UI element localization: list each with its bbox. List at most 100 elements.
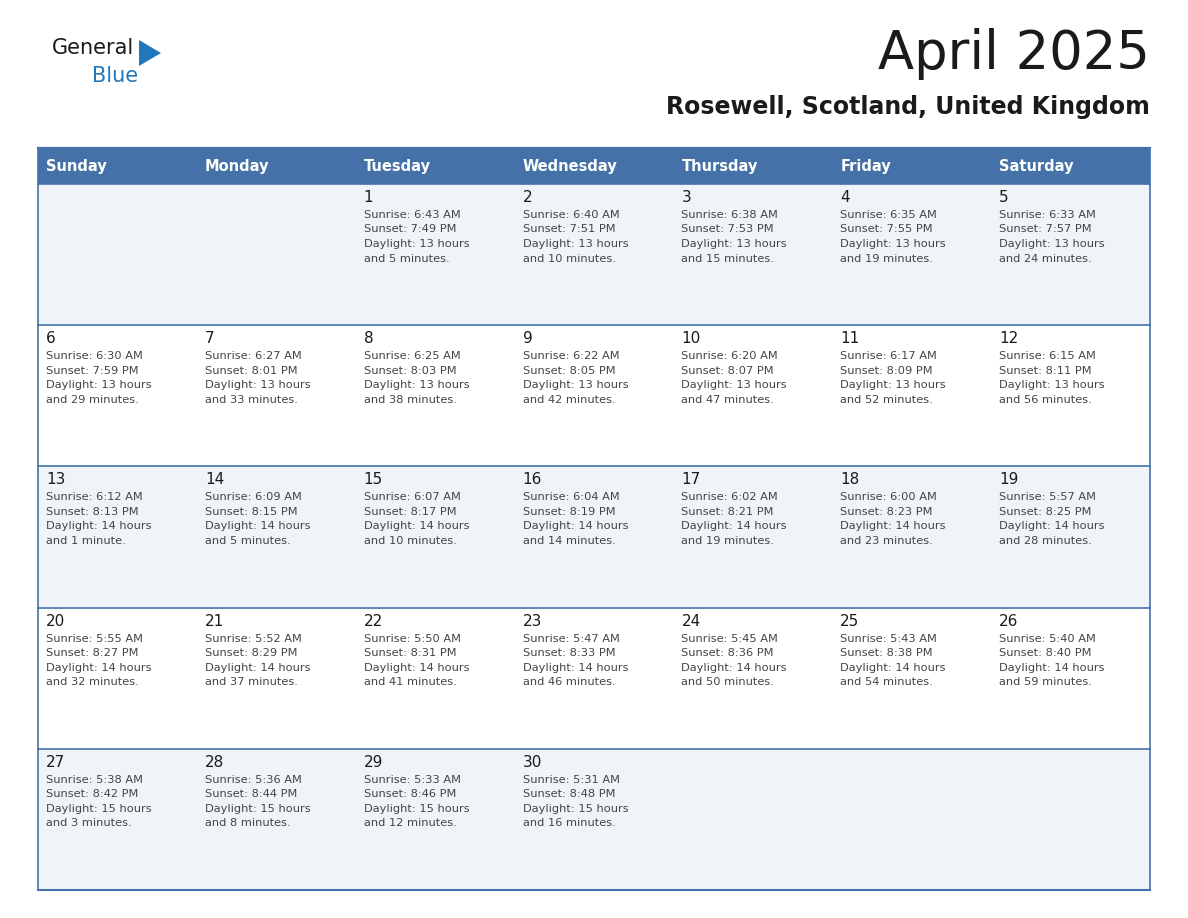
Text: Sunset: 8:42 PM: Sunset: 8:42 PM xyxy=(46,789,138,800)
Text: 13: 13 xyxy=(46,473,65,487)
Text: 25: 25 xyxy=(840,613,860,629)
Text: Tuesday: Tuesday xyxy=(364,159,431,174)
Text: and 37 minutes.: and 37 minutes. xyxy=(204,677,298,687)
Bar xyxy=(38,148,197,184)
Text: Sunset: 8:21 PM: Sunset: 8:21 PM xyxy=(682,507,773,517)
Text: 28: 28 xyxy=(204,755,225,770)
Text: Sunset: 8:09 PM: Sunset: 8:09 PM xyxy=(840,365,933,375)
Text: and 38 minutes.: and 38 minutes. xyxy=(364,395,456,405)
Text: Sunset: 7:55 PM: Sunset: 7:55 PM xyxy=(840,225,933,234)
Text: 27: 27 xyxy=(46,755,65,770)
Text: Sunrise: 5:40 AM: Sunrise: 5:40 AM xyxy=(999,633,1097,644)
Text: Sunset: 8:44 PM: Sunset: 8:44 PM xyxy=(204,789,297,800)
Text: Sunrise: 6:38 AM: Sunrise: 6:38 AM xyxy=(682,210,778,220)
Text: Sunrise: 6:02 AM: Sunrise: 6:02 AM xyxy=(682,492,778,502)
Bar xyxy=(514,148,674,184)
Text: Daylight: 14 hours: Daylight: 14 hours xyxy=(364,663,469,673)
Text: Sunset: 7:49 PM: Sunset: 7:49 PM xyxy=(364,225,456,234)
Text: Sunset: 8:40 PM: Sunset: 8:40 PM xyxy=(999,648,1092,658)
Text: Daylight: 13 hours: Daylight: 13 hours xyxy=(46,380,152,390)
Text: and 42 minutes.: and 42 minutes. xyxy=(523,395,615,405)
Text: Sunrise: 6:22 AM: Sunrise: 6:22 AM xyxy=(523,352,619,361)
Bar xyxy=(38,608,1150,749)
Text: Sunrise: 6:07 AM: Sunrise: 6:07 AM xyxy=(364,492,461,502)
Text: Sunset: 8:07 PM: Sunset: 8:07 PM xyxy=(682,365,775,375)
Text: 24: 24 xyxy=(682,613,701,629)
Text: Sunrise: 6:00 AM: Sunrise: 6:00 AM xyxy=(840,492,937,502)
Text: 20: 20 xyxy=(46,613,65,629)
Text: and 15 minutes.: and 15 minutes. xyxy=(682,253,775,263)
Text: Sunset: 7:51 PM: Sunset: 7:51 PM xyxy=(523,225,615,234)
Text: Wednesday: Wednesday xyxy=(523,159,618,174)
Text: 23: 23 xyxy=(523,613,542,629)
Text: General: General xyxy=(52,38,134,58)
Text: Sunset: 8:46 PM: Sunset: 8:46 PM xyxy=(364,789,456,800)
Bar xyxy=(38,466,1150,608)
Text: Sunset: 8:17 PM: Sunset: 8:17 PM xyxy=(364,507,456,517)
Text: 26: 26 xyxy=(999,613,1018,629)
Text: 2: 2 xyxy=(523,190,532,205)
Text: and 3 minutes.: and 3 minutes. xyxy=(46,818,132,828)
Text: Sunrise: 6:40 AM: Sunrise: 6:40 AM xyxy=(523,210,619,220)
Text: Sunset: 8:31 PM: Sunset: 8:31 PM xyxy=(364,648,456,658)
Text: Sunset: 8:15 PM: Sunset: 8:15 PM xyxy=(204,507,297,517)
Text: and 19 minutes.: and 19 minutes. xyxy=(682,536,775,546)
Text: Sunrise: 5:43 AM: Sunrise: 5:43 AM xyxy=(840,633,937,644)
Text: 17: 17 xyxy=(682,473,701,487)
Text: Daylight: 13 hours: Daylight: 13 hours xyxy=(999,380,1105,390)
Text: Sunset: 8:29 PM: Sunset: 8:29 PM xyxy=(204,648,297,658)
Text: Sunrise: 6:43 AM: Sunrise: 6:43 AM xyxy=(364,210,461,220)
Text: and 5 minutes.: and 5 minutes. xyxy=(204,536,291,546)
Text: and 10 minutes.: and 10 minutes. xyxy=(523,253,615,263)
Text: and 1 minute.: and 1 minute. xyxy=(46,536,126,546)
Bar xyxy=(38,184,1150,325)
Text: and 54 minutes.: and 54 minutes. xyxy=(840,677,933,687)
Bar xyxy=(355,148,514,184)
Text: Sunset: 8:48 PM: Sunset: 8:48 PM xyxy=(523,789,615,800)
Text: Daylight: 15 hours: Daylight: 15 hours xyxy=(364,804,469,813)
Text: and 59 minutes.: and 59 minutes. xyxy=(999,677,1092,687)
Bar xyxy=(38,749,1150,890)
Text: Daylight: 14 hours: Daylight: 14 hours xyxy=(840,663,946,673)
Text: and 47 minutes.: and 47 minutes. xyxy=(682,395,775,405)
Text: Sunrise: 6:17 AM: Sunrise: 6:17 AM xyxy=(840,352,937,361)
Text: Sunrise: 5:33 AM: Sunrise: 5:33 AM xyxy=(364,775,461,785)
Text: Daylight: 13 hours: Daylight: 13 hours xyxy=(523,239,628,249)
Text: Sunrise: 6:20 AM: Sunrise: 6:20 AM xyxy=(682,352,778,361)
Text: Daylight: 13 hours: Daylight: 13 hours xyxy=(523,380,628,390)
Text: and 52 minutes.: and 52 minutes. xyxy=(840,395,933,405)
Text: Daylight: 14 hours: Daylight: 14 hours xyxy=(523,521,628,532)
Text: Sunset: 8:13 PM: Sunset: 8:13 PM xyxy=(46,507,139,517)
Text: Daylight: 13 hours: Daylight: 13 hours xyxy=(840,380,946,390)
Text: Sunrise: 6:04 AM: Sunrise: 6:04 AM xyxy=(523,492,619,502)
Text: Sunrise: 5:50 AM: Sunrise: 5:50 AM xyxy=(364,633,461,644)
Text: Thursday: Thursday xyxy=(682,159,758,174)
Text: and 5 minutes.: and 5 minutes. xyxy=(364,253,449,263)
Text: Daylight: 15 hours: Daylight: 15 hours xyxy=(204,804,310,813)
Text: 19: 19 xyxy=(999,473,1018,487)
Text: Daylight: 13 hours: Daylight: 13 hours xyxy=(364,380,469,390)
Bar xyxy=(833,148,991,184)
Text: Daylight: 13 hours: Daylight: 13 hours xyxy=(840,239,946,249)
Text: Sunrise: 5:57 AM: Sunrise: 5:57 AM xyxy=(999,492,1097,502)
Text: and 10 minutes.: and 10 minutes. xyxy=(364,536,456,546)
Bar xyxy=(38,325,1150,466)
Text: and 23 minutes.: and 23 minutes. xyxy=(840,536,933,546)
Text: Daylight: 14 hours: Daylight: 14 hours xyxy=(46,663,152,673)
Text: Sunset: 7:57 PM: Sunset: 7:57 PM xyxy=(999,225,1092,234)
Text: and 56 minutes.: and 56 minutes. xyxy=(999,395,1092,405)
Text: and 19 minutes.: and 19 minutes. xyxy=(840,253,933,263)
Text: 6: 6 xyxy=(46,331,56,346)
Text: Friday: Friday xyxy=(840,159,891,174)
Text: Sunrise: 6:30 AM: Sunrise: 6:30 AM xyxy=(46,352,143,361)
Text: Monday: Monday xyxy=(204,159,270,174)
Text: Daylight: 14 hours: Daylight: 14 hours xyxy=(840,521,946,532)
Text: Sunrise: 6:15 AM: Sunrise: 6:15 AM xyxy=(999,352,1097,361)
Bar xyxy=(991,148,1150,184)
Text: Sunset: 8:25 PM: Sunset: 8:25 PM xyxy=(999,507,1092,517)
Text: 21: 21 xyxy=(204,613,225,629)
Text: Sunrise: 5:52 AM: Sunrise: 5:52 AM xyxy=(204,633,302,644)
Text: 7: 7 xyxy=(204,331,215,346)
Text: Daylight: 14 hours: Daylight: 14 hours xyxy=(999,521,1105,532)
Text: 15: 15 xyxy=(364,473,383,487)
